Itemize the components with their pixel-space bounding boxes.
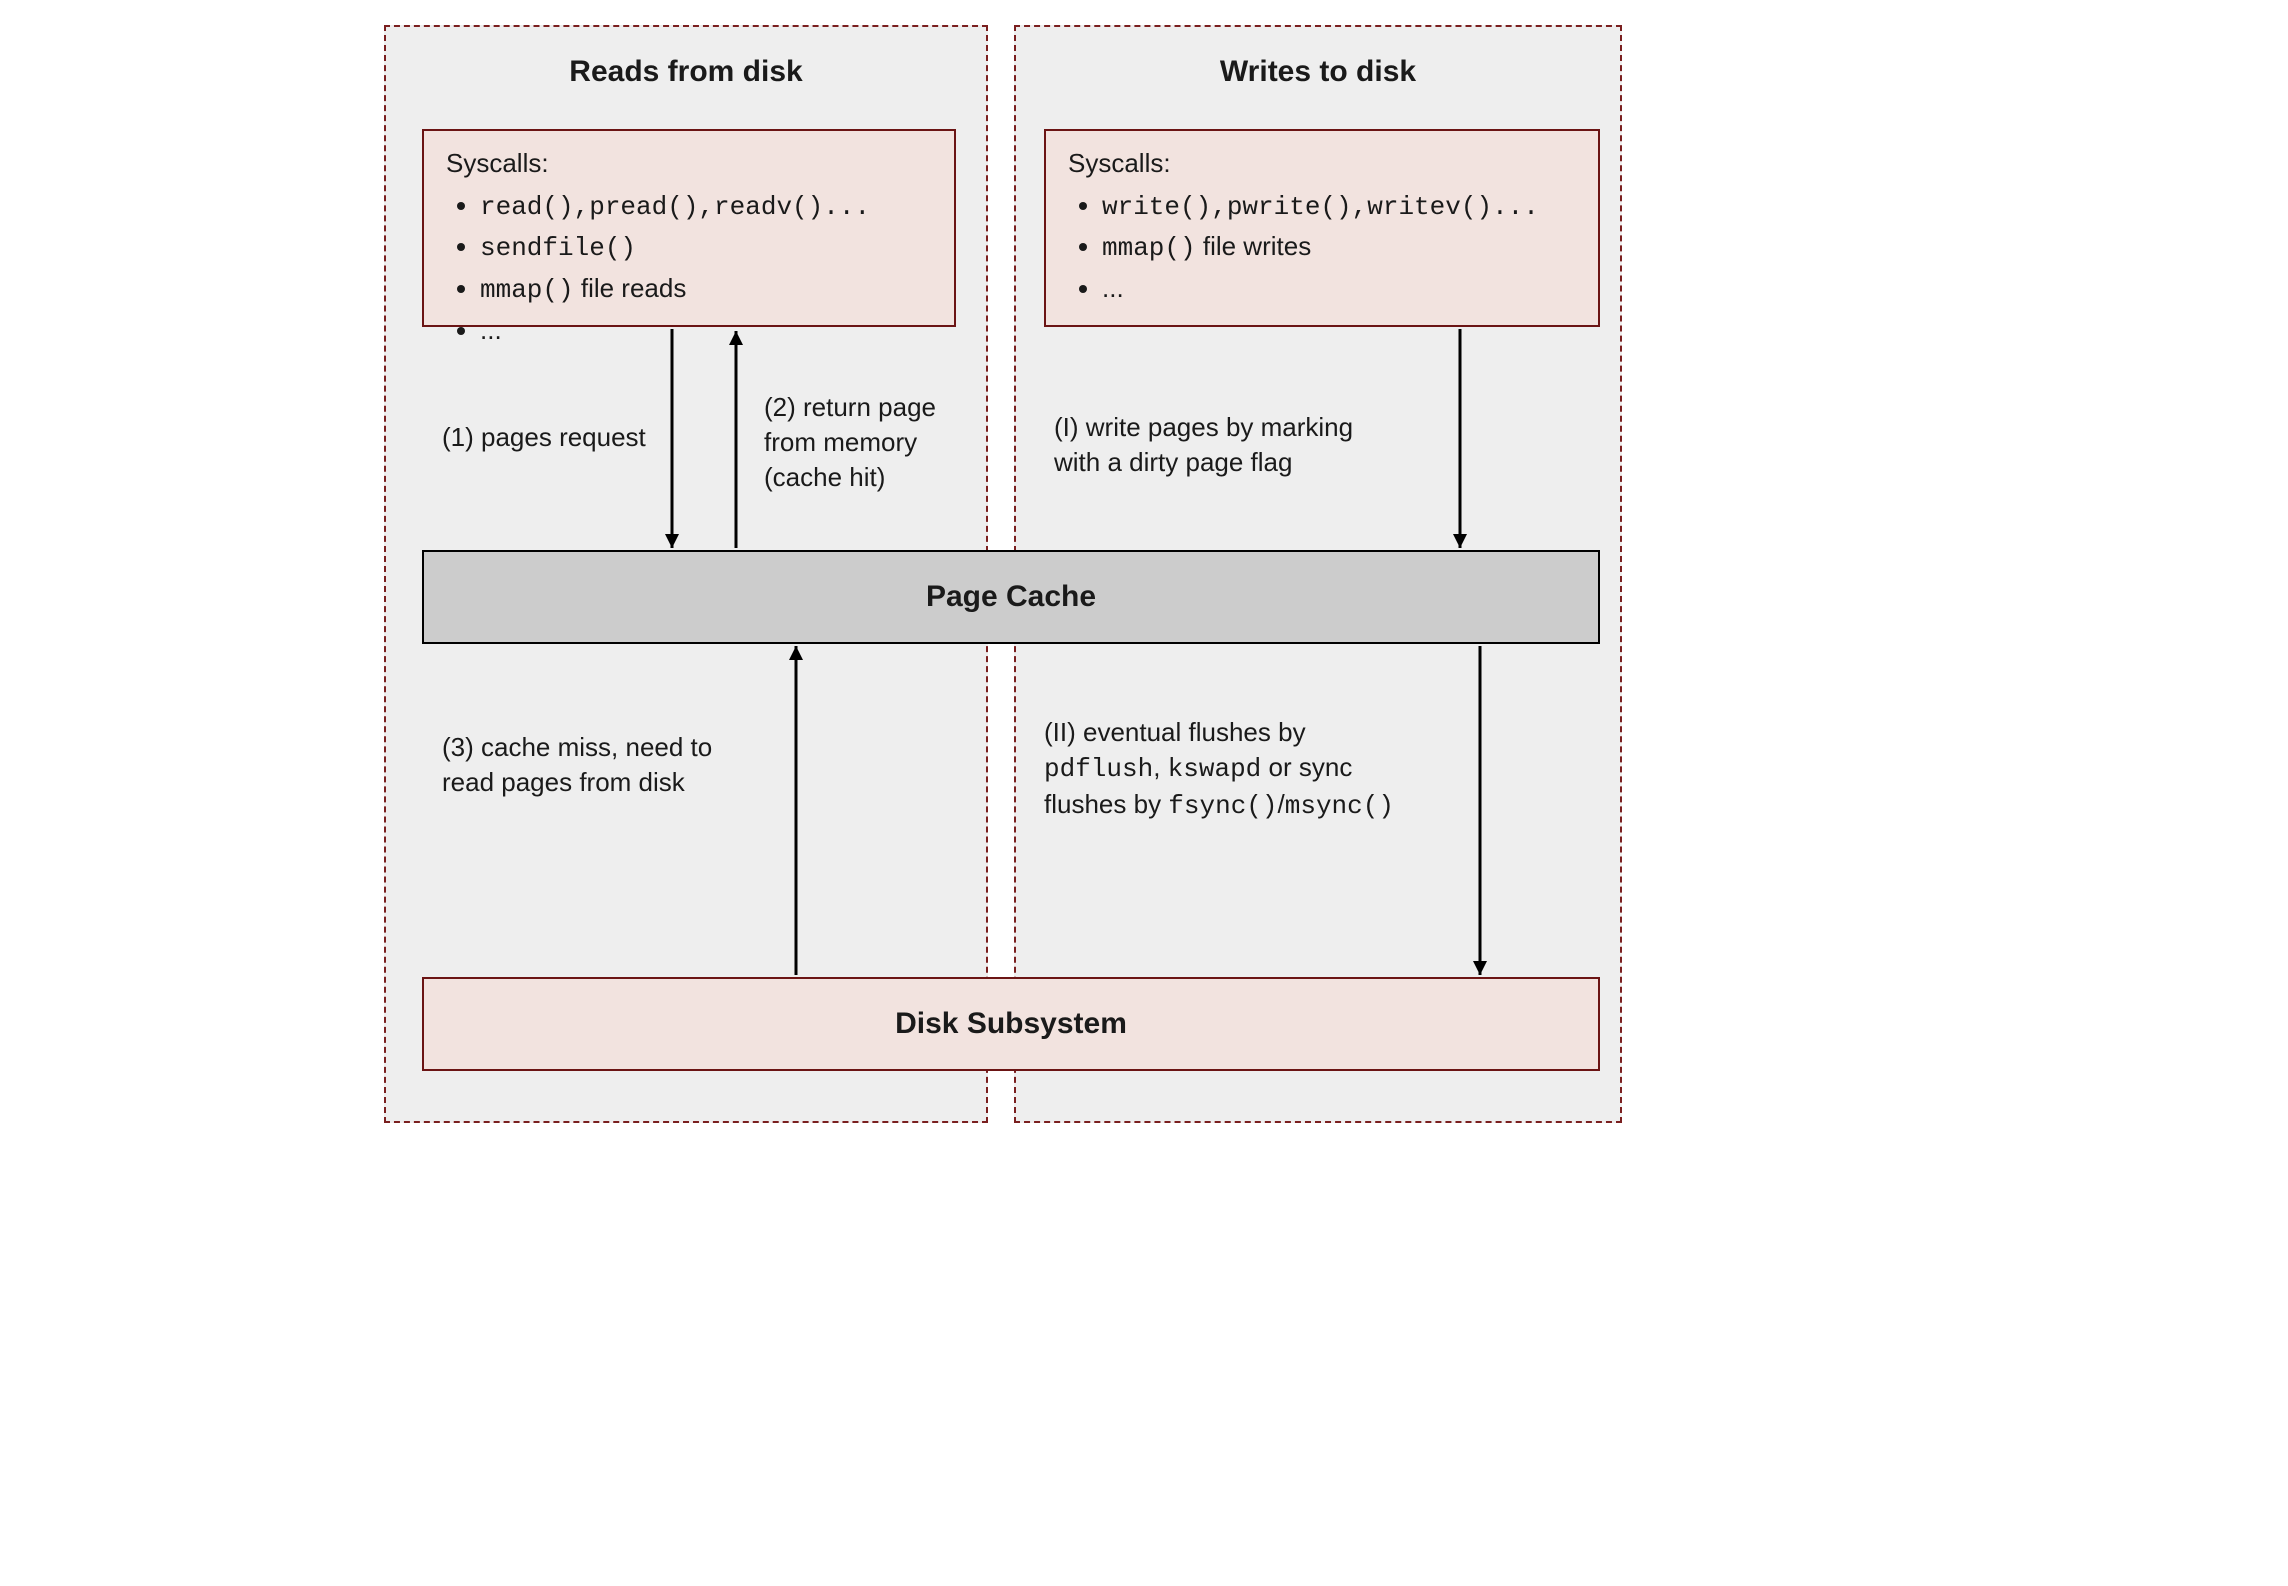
label-I: (I) write pages by marking with a dirty … <box>1054 410 1353 480</box>
syscalls-header: Syscalls: <box>446 145 932 183</box>
label-II: (II) eventual flushes by pdflush, kswapd… <box>1044 715 1394 824</box>
write-syscalls-list: write(),pwrite(),writev()... mmap() file… <box>1068 187 1576 308</box>
syscalls-header: Syscalls: <box>1068 145 1576 183</box>
label-2: (2) return page from memory (cache hit) <box>764 390 936 495</box>
list-item: ... <box>1102 270 1576 308</box>
list-item: read(),pread(),readv()... <box>480 187 932 227</box>
list-item: sendfile() <box>480 228 932 268</box>
page-cache-label: Page Cache <box>926 580 1096 614</box>
list-item: mmap() file writes <box>1102 228 1576 268</box>
read-syscalls-box: Syscalls: read(),pread(),readv()... send… <box>422 129 956 327</box>
diagram-canvas: Reads from disk Writes to disk Syscalls:… <box>364 20 1924 1140</box>
writes-panel-title: Writes to disk <box>1016 55 1620 89</box>
disk-subsystem-box: Disk Subsystem <box>422 977 1600 1071</box>
write-syscalls-box: Syscalls: write(),pwrite(),writev()... m… <box>1044 129 1600 327</box>
read-syscalls-list: read(),pread(),readv()... sendfile() mma… <box>446 187 932 350</box>
page-cache-box: Page Cache <box>422 550 1600 644</box>
list-item: mmap() file reads <box>480 270 932 310</box>
list-item: ... <box>480 312 932 350</box>
reads-panel-title: Reads from disk <box>386 55 986 89</box>
label-1: (1) pages request <box>442 420 646 455</box>
disk-label: Disk Subsystem <box>895 1007 1127 1041</box>
list-item: write(),pwrite(),writev()... <box>1102 187 1576 227</box>
label-3: (3) cache miss, need to read pages from … <box>442 730 712 800</box>
